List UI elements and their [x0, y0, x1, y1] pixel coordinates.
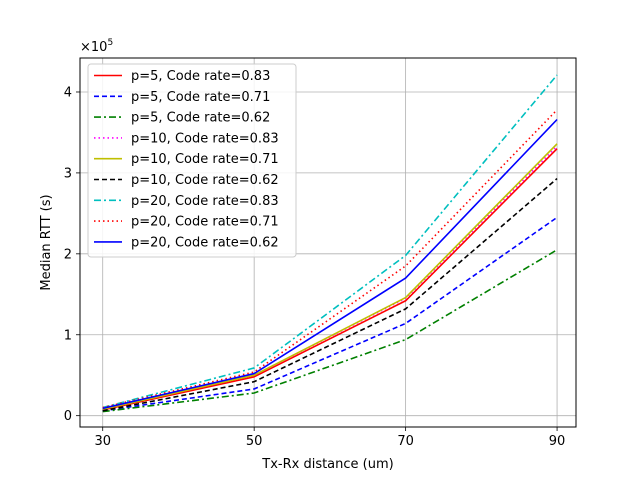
y-tick-label: 0	[64, 409, 72, 424]
series-line-7	[102, 74, 558, 409]
y-tick-label: 4	[64, 85, 72, 100]
legend-label: p=5, Code rate=0.83	[131, 69, 270, 84]
y-axis-label: Median RTT (s)	[39, 194, 54, 290]
legend-label: p=20, Code rate=0.62	[131, 235, 279, 250]
x-tick-label: 90	[549, 434, 566, 449]
legend: p=5, Code rate=0.83 p=5, Code rate=0.71 p=…	[87, 63, 297, 258]
y-axis-multiplier-base: ×10	[80, 40, 107, 55]
legend-label: p=20, Code rate=0.71	[131, 215, 279, 230]
legend-box	[87, 63, 297, 258]
y-tick-label: 1	[64, 328, 72, 343]
legend-label: p=10, Code rate=0.83	[131, 131, 279, 146]
legend-label: p=10, Code rate=0.62	[131, 173, 279, 188]
y-tick-label: 3	[64, 166, 72, 181]
y-tick-label: 2	[64, 247, 72, 262]
y-axis-multiplier-exponent: 5	[107, 38, 113, 48]
x-tick-label: 50	[246, 434, 263, 449]
x-axis-label: Tx-Rx distance (um)	[261, 457, 393, 472]
plot-frame	[79, 57, 577, 428]
series-lines	[102, 74, 558, 413]
y-axis-ticks: 0 1 2 3 4	[64, 85, 80, 424]
series-line-2	[102, 216, 558, 412]
x-tick-label: 70	[397, 434, 414, 449]
series-line-9	[102, 118, 558, 410]
legend-label: p=5, Code rate=0.71	[131, 90, 270, 105]
series-line-8	[102, 109, 558, 409]
legend-label: p=10, Code rate=0.71	[131, 152, 279, 167]
x-axis-ticks: 30 50 70 90	[94, 427, 565, 449]
x-tick-label: 30	[94, 434, 111, 449]
series-line-3	[102, 249, 558, 413]
series-line-5	[102, 143, 558, 410]
legend-label: p=5, Code rate=0.62	[131, 111, 270, 126]
series-line-1	[102, 148, 558, 411]
legend-label: p=20, Code rate=0.83	[131, 194, 279, 209]
y-axis-multiplier: ×105	[80, 38, 113, 55]
